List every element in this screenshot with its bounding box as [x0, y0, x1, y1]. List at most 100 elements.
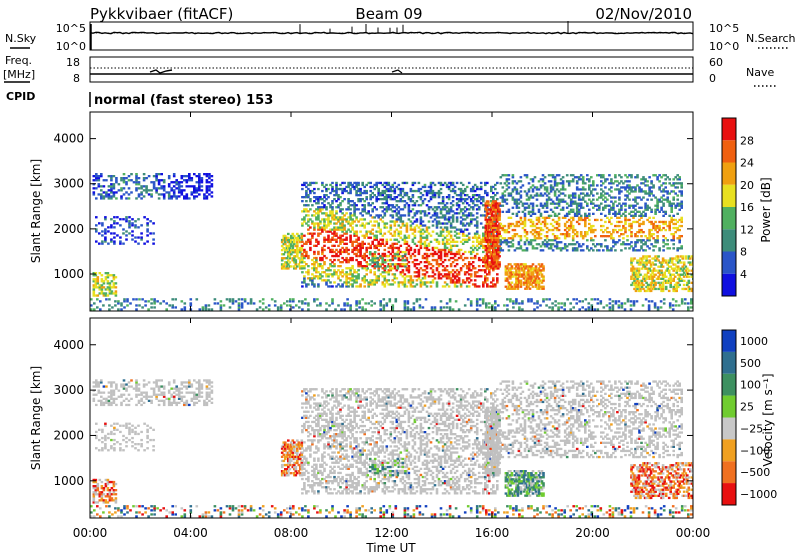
power-cell	[536, 306, 539, 309]
power-cell	[311, 204, 314, 207]
power-cell	[351, 200, 354, 203]
power-cell	[455, 194, 459, 197]
power-cell	[656, 224, 659, 228]
power-cell	[219, 308, 223, 311]
power-cell	[579, 174, 583, 177]
power-cell	[291, 259, 295, 262]
power-cell	[620, 176, 623, 179]
power-cell	[343, 198, 346, 201]
power-cell	[525, 287, 529, 290]
power-cell	[333, 281, 336, 284]
power-cell	[517, 180, 521, 183]
power-cell	[653, 304, 657, 307]
power-cell	[345, 279, 348, 282]
power-cell	[417, 269, 421, 272]
power-cell	[519, 265, 523, 268]
power-cell	[327, 273, 330, 276]
power-cell	[385, 279, 389, 282]
power-cell	[622, 237, 625, 240]
power-cell	[592, 239, 595, 242]
power-cell	[395, 238, 399, 241]
power-cell	[527, 281, 530, 284]
power-cell	[321, 230, 324, 233]
power-cell	[579, 204, 583, 207]
power-cell	[539, 237, 543, 240]
power-cell	[624, 208, 627, 211]
power-cell	[557, 212, 561, 215]
power-cell	[309, 191, 312, 195]
power-cell	[559, 241, 563, 244]
power-cell	[343, 304, 346, 307]
power-cell	[575, 202, 579, 205]
power-cell	[662, 245, 665, 248]
power-cell	[559, 247, 563, 250]
power-cell	[405, 248, 409, 252]
power-cell	[479, 196, 483, 199]
power-cell	[467, 238, 471, 241]
power-cell	[512, 271, 515, 274]
power-cell	[443, 214, 447, 217]
power-cell	[652, 186, 655, 189]
power-cell	[453, 191, 457, 195]
power-cell	[107, 189, 111, 192]
power-cell	[604, 200, 607, 203]
power-cell	[510, 275, 514, 278]
power-cell	[418, 306, 422, 309]
power-cell	[551, 233, 555, 236]
power-cell	[419, 244, 423, 247]
power-cell	[671, 308, 675, 311]
power-cell	[453, 189, 457, 193]
power-cell	[365, 273, 368, 276]
power-cell	[620, 214, 623, 217]
power-cell	[592, 243, 595, 246]
power-cell	[674, 222, 677, 226]
power-cell	[475, 226, 479, 229]
power-cell	[676, 226, 679, 230]
power-cell	[551, 249, 555, 252]
power-cell	[361, 279, 364, 282]
power-cell	[637, 263, 641, 266]
power-cell	[656, 239, 659, 242]
power-cell	[672, 190, 675, 193]
power-cell	[305, 185, 308, 189]
power-cell	[555, 182, 559, 185]
power-cell	[115, 177, 118, 180]
power-cell	[463, 224, 467, 227]
power-cell	[494, 308, 497, 311]
power-cell	[484, 183, 487, 187]
power-cell	[549, 202, 553, 205]
power-cell	[475, 238, 479, 241]
power-cell	[654, 220, 657, 224]
power-cell	[479, 242, 483, 245]
power-cell	[407, 248, 411, 252]
power-cell	[423, 261, 427, 264]
power-cell	[363, 256, 366, 260]
power-cell	[427, 281, 431, 284]
power-cell	[482, 250, 485, 254]
power-cell	[335, 191, 338, 195]
power-cell	[490, 253, 494, 256]
power-cell	[588, 180, 591, 183]
power-cell	[555, 196, 559, 199]
power-cell	[484, 214, 487, 217]
power-cell	[355, 252, 358, 256]
power-cell	[533, 277, 536, 280]
power-cell	[469, 275, 473, 278]
power-cell	[401, 222, 405, 225]
power-cell	[672, 198, 675, 201]
power-cell	[642, 220, 645, 224]
power-cell	[345, 232, 348, 235]
power-cell	[581, 176, 585, 179]
power-cell	[489, 226, 493, 229]
power-cell	[670, 208, 673, 211]
power-cell	[534, 277, 538, 280]
power-cell	[319, 275, 322, 278]
power-cell	[482, 283, 485, 286]
power-cell	[99, 308, 102, 311]
power-cell	[399, 273, 403, 276]
power-cell	[341, 246, 344, 250]
power-cell	[439, 183, 443, 187]
power-cell	[282, 263, 286, 266]
power-cell	[323, 248, 326, 252]
